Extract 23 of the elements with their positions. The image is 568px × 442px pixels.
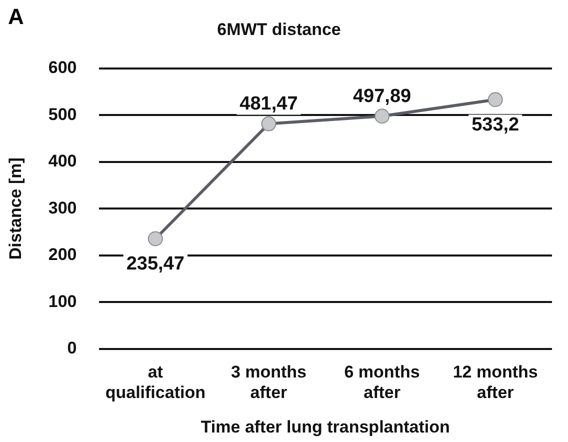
y-axis-title: Distance [m] xyxy=(6,158,25,260)
y-tick-label: 200 xyxy=(48,245,77,264)
data-label: 481,47 xyxy=(240,94,298,115)
x-tick-label: 12 months after xyxy=(452,362,538,402)
point xyxy=(261,116,276,132)
data-label: 497,89 xyxy=(352,86,412,107)
text: A xyxy=(8,4,24,30)
y-tick-label: 100 xyxy=(48,292,77,311)
data-label: 533,2 xyxy=(472,114,520,136)
x-tick-label: 6 months after xyxy=(344,362,420,402)
y-tick-label: 500 xyxy=(48,104,77,124)
x-axis-title: Time after lung transplantation xyxy=(200,417,450,436)
y-tick-label: 600 xyxy=(48,58,77,78)
y-tick-label: 400 xyxy=(48,152,77,171)
data-label: 235,47 xyxy=(126,253,184,274)
point xyxy=(374,108,390,124)
point xyxy=(148,231,163,246)
x-tick-label: 3 months after xyxy=(230,362,307,402)
chart-title: 6MWT distance xyxy=(217,20,341,39)
point xyxy=(488,92,503,108)
y-tick-label: 0 xyxy=(67,338,77,358)
y-tick-label: 300 xyxy=(48,198,77,218)
x-tick-label: at qualification xyxy=(105,362,206,402)
